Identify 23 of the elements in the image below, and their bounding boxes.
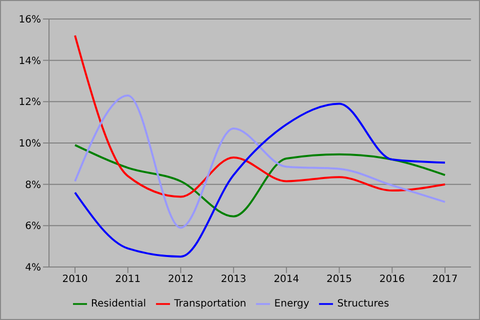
y-tick-label: 14% bbox=[18, 56, 41, 67]
y-tick-label: 4% bbox=[25, 262, 41, 274]
x-tick-label: 2010 bbox=[62, 274, 88, 286]
y-tick-label: 8% bbox=[25, 180, 41, 191]
x-tick-label: 2013 bbox=[220, 274, 246, 286]
x-tick-label: 2015 bbox=[326, 274, 352, 286]
line-series bbox=[74, 94, 446, 229]
x-tick-label: 2016 bbox=[379, 274, 405, 286]
y-tick-label: 16% bbox=[18, 14, 41, 26]
legend-label: Residential bbox=[90, 298, 146, 310]
legend-label: Energy bbox=[274, 298, 310, 310]
line-series bbox=[74, 144, 446, 218]
line-series bbox=[74, 102, 446, 258]
x-tick-label: 2011 bbox=[115, 274, 141, 286]
y-tick-label: 6% bbox=[25, 221, 41, 232]
x-tick-label: 2012 bbox=[168, 274, 194, 286]
y-tick-label: 10% bbox=[18, 138, 41, 150]
x-tick-label: 2017 bbox=[432, 274, 458, 286]
legend-label: Structures bbox=[337, 298, 390, 310]
line-series bbox=[74, 34, 446, 198]
x-tick-label: 2014 bbox=[274, 274, 300, 286]
legend-label: Transportation bbox=[174, 298, 246, 310]
y-tick-label: 12% bbox=[18, 97, 41, 108]
